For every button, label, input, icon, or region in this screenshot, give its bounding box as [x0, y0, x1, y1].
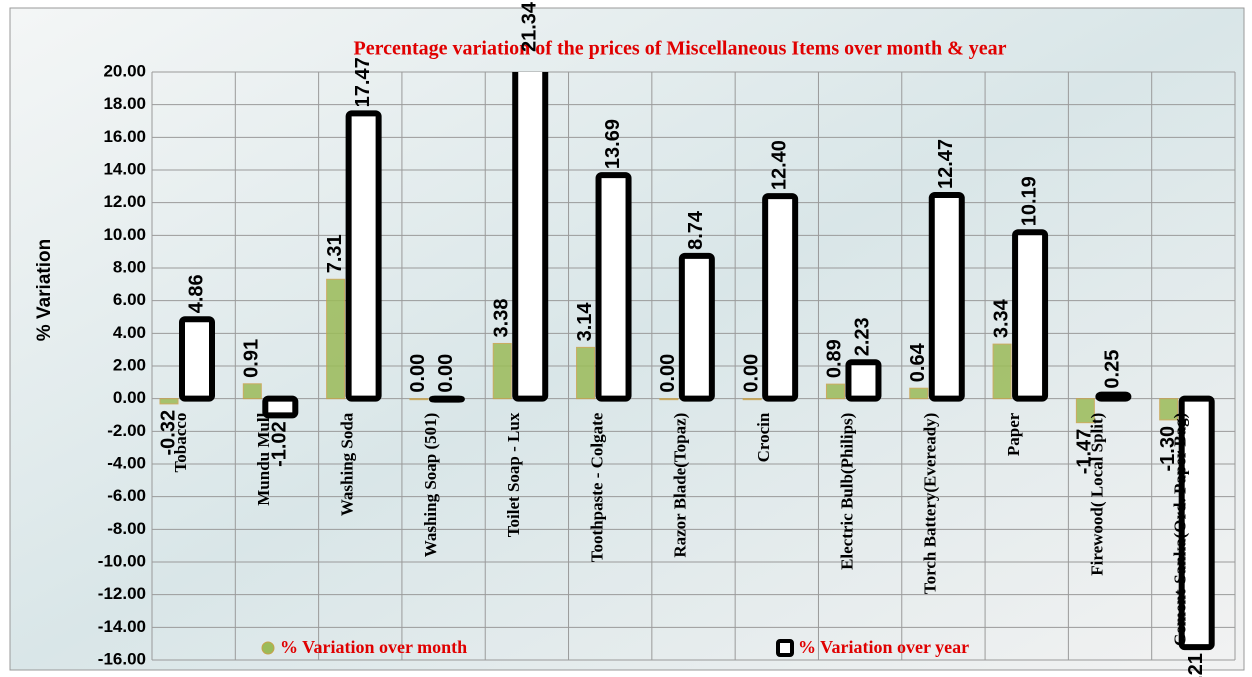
- data-label: 13.69: [602, 119, 624, 169]
- y-tick-label: 20.00: [103, 61, 146, 80]
- data-label: -15.21: [1185, 653, 1207, 677]
- bar: [678, 252, 715, 402]
- legend-swatch: [261, 641, 275, 655]
- x-tick-label: Crocin: [754, 412, 773, 462]
- bar: [1178, 395, 1215, 651]
- legend-label: % Variation over year: [798, 637, 969, 657]
- y-tick-label: -2.00: [107, 421, 146, 440]
- y-tick-label: -6.00: [107, 486, 146, 505]
- y-axis-label: % Variation: [34, 239, 55, 341]
- y-tick-label: 4.00: [113, 323, 146, 342]
- data-label: 4.86: [185, 274, 207, 313]
- data-label: 2.23: [852, 317, 874, 356]
- data-label: 8.74: [685, 210, 707, 250]
- data-label: 0.89: [824, 339, 846, 378]
- x-tick-label: Paper: [1004, 412, 1023, 456]
- data-label: 7.31: [324, 234, 346, 273]
- bar: [595, 172, 632, 402]
- y-tick-label: 14.00: [103, 159, 146, 178]
- bar: [909, 387, 929, 400]
- y-tick-label: 2.00: [113, 355, 146, 374]
- y-tick-label: -16.00: [98, 649, 146, 668]
- x-tick-label: Firewood( Local Split): [1087, 413, 1106, 576]
- bar: [992, 343, 1012, 400]
- data-label: 10.19: [1018, 176, 1040, 226]
- x-tick-label: Washing Soap (501): [421, 413, 440, 558]
- bar: [1012, 229, 1049, 402]
- data-label: 21.34: [519, 1, 541, 52]
- x-tick-label: Electric Bulb(Philips): [837, 413, 856, 570]
- data-label: 0.25: [1102, 350, 1124, 389]
- bar: [409, 398, 429, 401]
- legend-swatch: [776, 639, 794, 657]
- y-tick-label: -8.00: [107, 519, 146, 538]
- plot-area: [159, 72, 1215, 651]
- x-tick-label: Razor Blade(Topaz): [671, 413, 690, 558]
- bar: [179, 316, 215, 402]
- data-label: 3.14: [574, 302, 596, 342]
- data-label: -1.47: [1074, 429, 1096, 475]
- bar: [1095, 391, 1132, 402]
- bar: [512, 72, 549, 402]
- data-label: 0.91: [241, 339, 263, 378]
- data-label: 0.00: [435, 354, 457, 393]
- x-tick-label: Mundu Mull: [254, 412, 273, 505]
- y-tick-label: 6.00: [113, 290, 146, 309]
- x-tick-label: Washing Soda: [338, 412, 357, 516]
- data-label: 17.47: [352, 57, 374, 107]
- bar: [576, 346, 596, 400]
- legend-label: % Variation over month: [280, 637, 467, 657]
- bar: [262, 395, 299, 419]
- bar: [825, 383, 845, 400]
- x-tick-label: Toilet Soap - Lux: [504, 412, 523, 537]
- bar: [242, 383, 262, 400]
- data-label: -0.32: [157, 410, 179, 456]
- y-tick-label: 18.00: [103, 94, 146, 113]
- data-label: -1.02: [269, 421, 291, 467]
- bar: [1159, 398, 1179, 421]
- x-tick-label: Cement-Sanka(Ord. Paper Bag): [1171, 413, 1190, 646]
- bar: [845, 359, 882, 402]
- y-tick-label: 12.00: [103, 192, 146, 211]
- bar: [659, 398, 679, 401]
- data-label: 0.00: [740, 354, 762, 393]
- bar: [326, 278, 346, 400]
- y-tick-label: 10.00: [103, 225, 146, 244]
- bar: [428, 395, 465, 403]
- data-label: -1.30: [1157, 426, 1179, 472]
- data-label: 0.00: [407, 354, 429, 393]
- y-tick-label: -4.00: [107, 453, 146, 472]
- x-tick-label: Toothpaste - Colgate: [587, 412, 606, 562]
- bar: [742, 398, 762, 401]
- y-tick-label: -12.00: [98, 584, 146, 603]
- data-label: 3.38: [491, 299, 513, 338]
- data-label: 0.00: [657, 354, 679, 393]
- bar: [345, 110, 382, 402]
- bar: [159, 398, 179, 405]
- data-label: 3.34: [990, 298, 1012, 338]
- y-tick-label: 16.00: [103, 127, 146, 146]
- data-label: 12.40: [768, 140, 790, 190]
- x-tick-label: Tobacco: [171, 413, 190, 473]
- data-label: 12.47: [935, 139, 957, 189]
- y-tick-label: -10.00: [98, 551, 146, 570]
- chart-title: Percentage variation of the prices of Mi…: [354, 38, 1007, 60]
- x-tick-label: Torch Battery(Eveready): [921, 413, 940, 594]
- y-tick-label: 8.00: [113, 257, 146, 276]
- bar: [492, 342, 512, 400]
- bar: [762, 193, 799, 402]
- bar: [1075, 398, 1095, 424]
- data-label: 0.64: [907, 342, 929, 382]
- y-tick-label: -14.00: [98, 617, 146, 636]
- bar: [928, 191, 965, 402]
- y-tick-label: 0.00: [113, 388, 146, 407]
